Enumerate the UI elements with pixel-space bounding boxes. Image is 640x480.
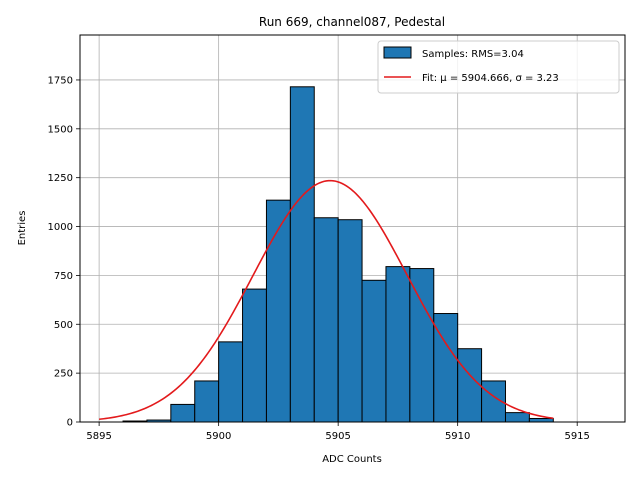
y-tick-label: 0 — [67, 418, 73, 429]
histogram-bar — [194, 380, 220, 423]
y-tick-label: 1750 — [48, 75, 73, 86]
y-tick-label: 500 — [54, 320, 73, 331]
histogram-bar — [170, 403, 196, 423]
histogram-bar — [528, 417, 554, 423]
y-tick-label: 250 — [54, 369, 73, 380]
histogram-bar — [313, 217, 339, 423]
x-tick-label: 5900 — [206, 431, 231, 442]
legend: Samples: RMS=3.04 Fit: μ = 5904.666, σ =… — [377, 40, 620, 94]
x-tick-label: 5905 — [325, 431, 350, 442]
y-tick-label: 1500 — [48, 124, 73, 135]
histogram-bar — [265, 199, 291, 423]
x-axis-label: ADC Counts — [322, 454, 382, 465]
x-tick-label: 5895 — [86, 431, 111, 442]
chart-title: Run 669, channel087, Pedestal — [259, 15, 445, 29]
x-tick-label: 5915 — [564, 431, 589, 442]
y-tick-label: 1000 — [48, 222, 73, 233]
x-tick-label: 5910 — [445, 431, 470, 442]
x-axis-ticks: 5895 5900 5905 5910 5915 — [86, 422, 590, 442]
histogram-bar — [361, 279, 387, 423]
histogram-bar — [218, 341, 244, 423]
histogram-bar — [289, 86, 315, 423]
plot-frame — [79, 34, 626, 423]
fit-curve — [99, 179, 554, 421]
y-tick-label: 1250 — [48, 173, 73, 184]
legend-swatch-samples — [383, 46, 412, 59]
histogram-bar — [457, 348, 483, 423]
histogram-bar — [409, 268, 435, 423]
legend-label-samples: Samples: RMS=3.04 — [422, 49, 524, 60]
histogram-bar — [337, 219, 363, 423]
legend-label-fit: Fit: μ = 5904.666, σ = 3.23 — [422, 73, 559, 84]
histogram-bar — [504, 412, 530, 423]
y-axis-ticks: 0 250 500 750 1000 1250 1500 1750 — [48, 75, 80, 429]
legend-box — [377, 40, 620, 94]
y-axis-label: Entries — [17, 211, 28, 246]
histogram-bar — [385, 266, 411, 423]
histogram-bars — [122, 86, 554, 423]
y-tick-label: 750 — [54, 271, 73, 282]
histogram-bar — [242, 288, 267, 423]
